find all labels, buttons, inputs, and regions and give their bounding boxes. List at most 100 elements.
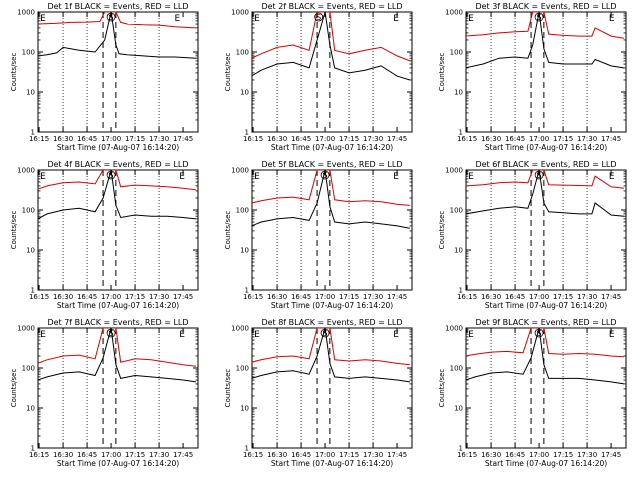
x-tick-label: 17:00 bbox=[101, 135, 121, 143]
x-tick-label: 16:30 bbox=[267, 135, 287, 143]
y-tick-label: 100 bbox=[450, 49, 463, 57]
plot-frame bbox=[37, 327, 199, 449]
detector-panel-5: Det 5f BLACK = Events, RED = LLD 1 10 100 10… bbox=[224, 160, 413, 310]
x-tick-label: 17:45 bbox=[173, 451, 193, 459]
x-tick-label: 17:30 bbox=[149, 293, 169, 301]
y-tick-label: 1 bbox=[245, 287, 249, 295]
x-tick-label: 16:45 bbox=[77, 135, 97, 143]
x-tick-label: 16:30 bbox=[53, 451, 73, 459]
x-axis-label: Start Time (07-Aug-07 16:14:20) bbox=[485, 143, 607, 152]
x-tick-label: 17:45 bbox=[173, 293, 193, 301]
x-tick-label: 16:15 bbox=[243, 293, 263, 301]
y-tick-label: 10 bbox=[454, 89, 463, 97]
x-tick-label: 16:45 bbox=[291, 135, 311, 143]
y-tick-label: 1 bbox=[31, 445, 35, 453]
marker-label: E bbox=[468, 330, 474, 340]
plot-frame bbox=[37, 169, 199, 291]
detector-panel-7: Det 7f BLACK = Events, RED = LLD 1 10 100 10… bbox=[10, 318, 199, 468]
x-tick-label: 16:15 bbox=[243, 135, 263, 143]
y-tick-label: 1 bbox=[459, 287, 463, 295]
plot-frame bbox=[465, 327, 627, 449]
x-axis-label: Start Time (07-Aug-07 16:14:20) bbox=[485, 459, 607, 468]
y-tick-label: 1000 bbox=[231, 167, 249, 175]
x-tick-label: 16:30 bbox=[481, 293, 501, 301]
series-line-lld bbox=[252, 328, 410, 366]
x-tick-label: 17:15 bbox=[125, 451, 145, 459]
marker-label: E bbox=[393, 14, 399, 24]
marker-label: E bbox=[609, 14, 615, 24]
x-tick-label: 16:45 bbox=[291, 293, 311, 301]
panel-title: Det 9f BLACK = Events, RED = LLD bbox=[475, 318, 616, 327]
marker-circle bbox=[320, 328, 330, 338]
marker-circle bbox=[106, 170, 116, 180]
y-tick-label: 10 bbox=[240, 89, 249, 97]
panel-title: Det 2f BLACK = Events, RED = LLD bbox=[261, 2, 402, 11]
marker-label: E bbox=[40, 330, 46, 340]
marker-label: S bbox=[537, 329, 542, 338]
x-axis-label: Start Time (07-Aug-07 16:14:20) bbox=[271, 301, 393, 310]
y-tick-label: 100 bbox=[22, 49, 35, 57]
marker-circle bbox=[534, 328, 544, 338]
y-tick-label: 10 bbox=[454, 247, 463, 255]
marker-label: S bbox=[109, 329, 114, 338]
x-tick-label: 16:15 bbox=[457, 135, 477, 143]
y-tick-label: 1 bbox=[31, 129, 35, 137]
marker-circle bbox=[106, 12, 116, 22]
x-tick-label: 17:00 bbox=[101, 451, 121, 459]
series-line-lld bbox=[38, 328, 196, 367]
y-axis-label: Counts/sec bbox=[438, 369, 446, 408]
series-line-events bbox=[466, 170, 624, 217]
plot-frame bbox=[465, 11, 627, 133]
x-axis-label: Start Time (07-Aug-07 16:14:20) bbox=[271, 143, 393, 152]
series-line-events bbox=[252, 170, 410, 229]
marker-label: S bbox=[316, 13, 321, 22]
series-line-events bbox=[466, 12, 624, 69]
series-line-lld bbox=[38, 170, 196, 191]
y-axis-label: Counts/sec bbox=[10, 211, 18, 250]
x-tick-label: 17:00 bbox=[101, 293, 121, 301]
x-axis-label: Start Time (07-Aug-07 16:14:20) bbox=[485, 301, 607, 310]
x-tick-label: 16:30 bbox=[267, 293, 287, 301]
x-axis-label: Start Time (07-Aug-07 16:14:20) bbox=[57, 301, 179, 310]
y-tick-label: 100 bbox=[450, 207, 463, 215]
y-tick-label: 10 bbox=[454, 405, 463, 413]
y-axis-label: Counts/sec bbox=[438, 211, 446, 250]
x-tick-label: 17:15 bbox=[339, 451, 359, 459]
panel-grid: Det 1f BLACK = Events, RED = LLD 1 10 100 10… bbox=[10, 2, 627, 468]
y-tick-label: 1000 bbox=[17, 167, 35, 175]
marker-label: E bbox=[609, 330, 615, 340]
x-tick-label: 17:15 bbox=[339, 293, 359, 301]
x-tick-label: 17:00 bbox=[529, 451, 549, 459]
detector-panel-3: Det 3f BLACK = Events, RED = LLD 1 10 100 10… bbox=[438, 2, 627, 152]
x-tick-label: 16:45 bbox=[505, 293, 525, 301]
marker-label: S bbox=[537, 171, 542, 180]
marker-label: E bbox=[468, 172, 474, 182]
marker-label: E bbox=[393, 172, 399, 182]
x-tick-label: 17:00 bbox=[315, 135, 335, 143]
panel-title: Det 5f BLACK = Events, RED = LLD bbox=[261, 160, 402, 169]
y-tick-label: 100 bbox=[450, 365, 463, 373]
y-tick-label: 1000 bbox=[17, 325, 35, 333]
marker-circle bbox=[534, 12, 544, 22]
x-tick-label: 17:30 bbox=[577, 135, 597, 143]
y-tick-label: 100 bbox=[22, 365, 35, 373]
marker-label: E bbox=[40, 14, 46, 24]
marker-label: E bbox=[393, 330, 399, 340]
series-line-lld bbox=[252, 170, 410, 206]
y-axis-label: Counts/sec bbox=[10, 369, 18, 408]
x-tick-label: 17:15 bbox=[553, 293, 573, 301]
panel-title: Det 7f BLACK = Events, RED = LLD bbox=[47, 318, 188, 327]
y-tick-label: 1 bbox=[31, 287, 35, 295]
panel-title: Det 6f BLACK = Events, RED = LLD bbox=[475, 160, 616, 169]
x-tick-label: 17:30 bbox=[149, 135, 169, 143]
x-tick-label: 17:30 bbox=[363, 451, 383, 459]
x-tick-label: 17:30 bbox=[577, 293, 597, 301]
y-tick-label: 100 bbox=[236, 49, 249, 57]
series-line-events bbox=[38, 12, 196, 59]
y-tick-label: 10 bbox=[240, 405, 249, 413]
x-tick-label: 16:15 bbox=[29, 135, 49, 143]
x-tick-label: 17:00 bbox=[529, 293, 549, 301]
y-tick-label: 10 bbox=[240, 247, 249, 255]
